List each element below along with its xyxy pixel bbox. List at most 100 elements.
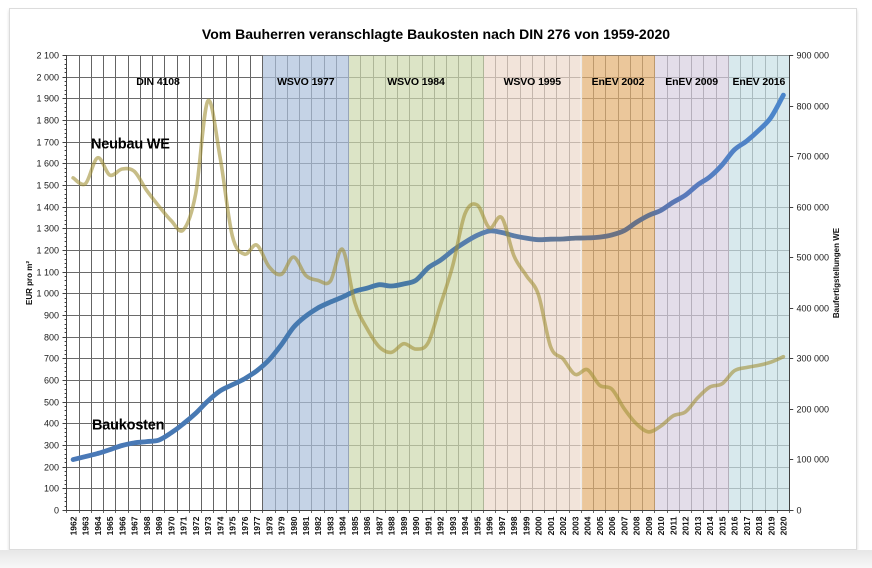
svg-text:2004: 2004 [583, 516, 593, 535]
svg-text:2013: 2013 [693, 516, 703, 535]
svg-text:500 000: 500 000 [797, 253, 830, 263]
svg-text:1 600: 1 600 [36, 159, 59, 169]
svg-text:EnEV 2016: EnEV 2016 [732, 76, 785, 88]
svg-text:1975: 1975 [228, 516, 238, 535]
svg-text:100: 100 [44, 484, 59, 494]
svg-text:1980: 1980 [289, 516, 299, 535]
svg-text:2018: 2018 [754, 516, 764, 535]
svg-text:1976: 1976 [240, 516, 250, 535]
svg-text:900: 900 [44, 311, 59, 321]
svg-text:1994: 1994 [460, 516, 470, 535]
svg-text:1 300: 1 300 [36, 224, 59, 234]
svg-text:2006: 2006 [607, 516, 617, 535]
svg-text:1970: 1970 [166, 516, 176, 535]
svg-text:600: 600 [44, 376, 59, 386]
svg-text:800 000: 800 000 [797, 102, 830, 112]
svg-text:1963: 1963 [81, 516, 91, 535]
svg-text:Neubau WE: Neubau WE [91, 137, 170, 153]
svg-text:1964: 1964 [93, 516, 103, 535]
svg-text:700 000: 700 000 [797, 152, 830, 162]
svg-text:2000: 2000 [534, 516, 544, 535]
svg-text:EnEV 2002: EnEV 2002 [592, 76, 645, 88]
svg-text:2009: 2009 [644, 516, 654, 535]
svg-text:2 000: 2 000 [36, 73, 59, 83]
svg-text:900 000: 900 000 [797, 51, 830, 61]
svg-text:0: 0 [54, 506, 59, 516]
svg-text:500: 500 [44, 398, 59, 408]
svg-text:100 000: 100 000 [797, 455, 830, 465]
svg-text:1 400: 1 400 [36, 203, 59, 213]
svg-text:1985: 1985 [350, 516, 360, 535]
svg-text:2012: 2012 [681, 516, 691, 535]
svg-text:1969: 1969 [154, 516, 164, 535]
svg-text:EnEV 2009: EnEV 2009 [665, 76, 718, 88]
svg-text:200 000: 200 000 [797, 405, 830, 415]
svg-text:1973: 1973 [203, 516, 213, 535]
svg-text:2017: 2017 [742, 516, 752, 535]
svg-text:1 500: 1 500 [36, 181, 59, 191]
svg-text:DIN 4108: DIN 4108 [136, 76, 180, 88]
svg-text:1 000: 1 000 [36, 289, 59, 299]
svg-text:2019: 2019 [766, 516, 776, 535]
svg-text:Baufertigstellungen WE: Baufertigstellungen WE [832, 227, 841, 318]
svg-text:2020: 2020 [779, 516, 789, 535]
svg-text:1 800: 1 800 [36, 116, 59, 126]
svg-text:WSVO 1977: WSVO 1977 [277, 76, 335, 88]
svg-text:1974: 1974 [215, 516, 225, 535]
svg-text:1997: 1997 [497, 516, 507, 535]
svg-text:1 900: 1 900 [36, 94, 59, 104]
svg-text:1 100: 1 100 [36, 268, 59, 278]
svg-text:2016: 2016 [730, 516, 740, 535]
svg-text:1992: 1992 [436, 516, 446, 535]
svg-text:1 700: 1 700 [36, 138, 59, 148]
svg-text:2008: 2008 [632, 516, 642, 535]
svg-text:1 200: 1 200 [36, 246, 59, 256]
svg-text:1983: 1983 [325, 516, 335, 535]
svg-text:1971: 1971 [179, 516, 189, 535]
svg-text:1996: 1996 [485, 516, 495, 535]
svg-text:2003: 2003 [570, 516, 580, 535]
svg-text:1982: 1982 [313, 516, 323, 535]
svg-text:1988: 1988 [387, 516, 397, 535]
svg-text:2005: 2005 [595, 516, 605, 535]
svg-text:1987: 1987 [374, 516, 384, 535]
svg-text:2007: 2007 [619, 516, 629, 535]
svg-text:300: 300 [44, 441, 59, 451]
svg-text:1993: 1993 [448, 516, 458, 535]
svg-text:1990: 1990 [411, 516, 421, 535]
svg-text:Baukosten: Baukosten [92, 418, 164, 434]
svg-text:2011: 2011 [668, 516, 678, 535]
svg-text:1967: 1967 [130, 516, 140, 535]
svg-text:400 000: 400 000 [797, 304, 830, 314]
svg-text:2001: 2001 [546, 516, 556, 535]
svg-text:1999: 1999 [521, 516, 531, 535]
svg-text:1965: 1965 [105, 516, 115, 535]
svg-text:1978: 1978 [264, 516, 274, 535]
svg-text:200: 200 [44, 463, 59, 473]
svg-text:400: 400 [44, 419, 59, 429]
svg-text:300 000: 300 000 [797, 354, 830, 364]
svg-text:700: 700 [44, 354, 59, 364]
svg-text:1984: 1984 [338, 516, 348, 535]
svg-text:1962: 1962 [68, 516, 78, 535]
svg-text:1986: 1986 [362, 516, 372, 535]
svg-text:1972: 1972 [191, 516, 201, 535]
svg-text:1979: 1979 [277, 516, 287, 535]
svg-text:0: 0 [797, 506, 802, 516]
svg-text:2014: 2014 [705, 516, 715, 535]
svg-text:WSVO 1995: WSVO 1995 [504, 76, 562, 88]
svg-text:1977: 1977 [252, 516, 262, 535]
svg-text:1995: 1995 [472, 516, 482, 535]
svg-text:600 000: 600 000 [797, 203, 830, 213]
svg-text:1968: 1968 [142, 516, 152, 535]
svg-text:EUR pro m²: EUR pro m² [25, 261, 34, 305]
svg-text:800: 800 [44, 333, 59, 343]
svg-text:2 100: 2 100 [36, 51, 59, 61]
svg-text:1981: 1981 [301, 516, 311, 535]
svg-text:1998: 1998 [509, 516, 519, 535]
svg-text:1991: 1991 [423, 516, 433, 535]
svg-text:2015: 2015 [717, 516, 727, 535]
svg-text:WSVO 1984: WSVO 1984 [387, 76, 445, 88]
svg-text:1989: 1989 [399, 516, 409, 535]
svg-text:2010: 2010 [656, 516, 666, 535]
